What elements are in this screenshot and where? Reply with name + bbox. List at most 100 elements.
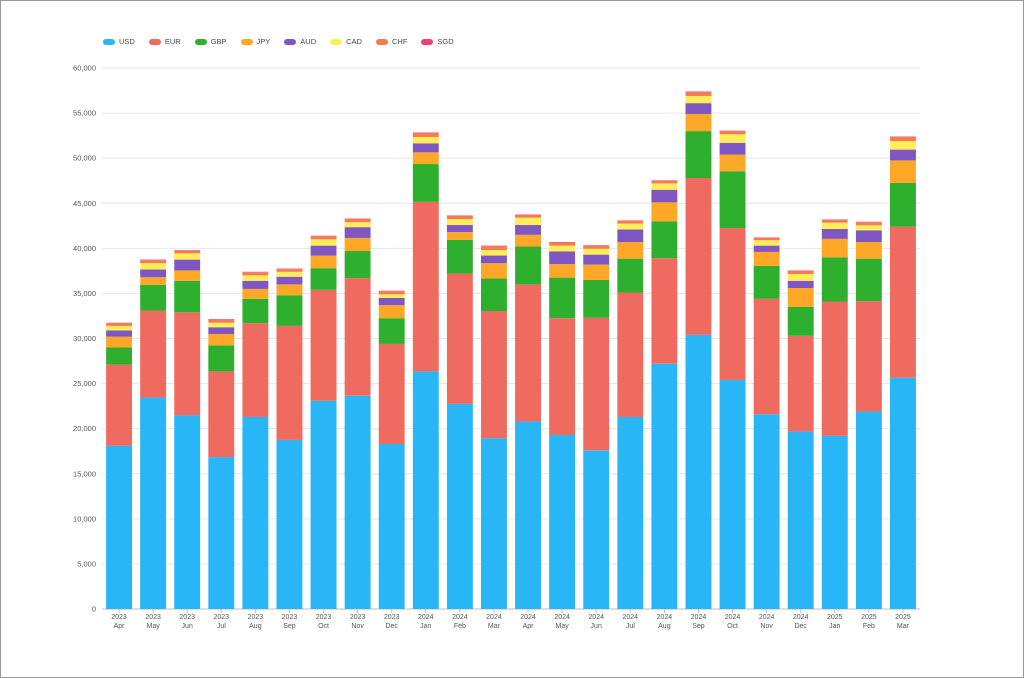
bar-segment-gbp <box>651 221 678 259</box>
x-tick-year: 2023 <box>384 614 400 621</box>
bar-segment-aud <box>276 276 303 285</box>
bar-segment-eur <box>412 201 439 372</box>
bar-segment-jpy <box>310 255 337 269</box>
bar-segment-eur <box>208 371 235 458</box>
bar-segment-chf <box>242 272 269 276</box>
legend-swatch <box>421 38 434 45</box>
bar-segment-cad <box>378 294 405 298</box>
bar-segment-chf <box>821 219 848 223</box>
bar-segment-cad <box>719 134 746 143</box>
x-tick-month: Dec <box>794 623 807 630</box>
x-tick-year: 2023 <box>282 614 298 621</box>
x-tick-month: Mar <box>897 623 910 630</box>
bar-segment-jpy <box>276 284 303 296</box>
bar-stack-2024-aug <box>651 180 678 609</box>
bar-segment-cad <box>617 223 644 230</box>
legend-swatch <box>284 38 297 45</box>
bar-segment-aud <box>412 143 439 153</box>
x-tick-year: 2024 <box>759 614 775 621</box>
bar-stack-2023-apr <box>106 322 132 609</box>
legend-item-aud[interactable]: AUD <box>284 37 316 46</box>
bar-segment-jpy <box>651 202 678 222</box>
bar-segment-usd <box>685 334 712 609</box>
bar-segment-jpy <box>515 234 541 247</box>
x-tick-month: Oct <box>727 623 738 630</box>
bar-segment-eur <box>855 301 882 412</box>
bar-segment-cad <box>890 141 916 150</box>
legend-item-jpy[interactable]: JPY <box>240 37 270 46</box>
bar-segment-cad <box>787 274 814 281</box>
bar-stack-2024-may <box>549 242 576 609</box>
bar-segment-eur <box>753 298 780 415</box>
y-tick-label: 40,000 <box>73 244 96 253</box>
legend-swatch <box>240 38 253 45</box>
x-tick-month: Sep <box>692 623 705 630</box>
bar-segment-jpy <box>549 264 576 278</box>
bar-segment-jpy <box>855 242 882 259</box>
legend-item-eur[interactable]: EUR <box>148 37 181 46</box>
bar-stack-2024-nov <box>753 237 780 609</box>
bar-segment-aud <box>617 229 644 243</box>
x-tick-month: Apr <box>114 623 126 630</box>
y-gridlines: 0 5,000 10,000 15,000 20,000 25,000 30,000 35,0… <box>73 64 920 614</box>
legend-swatch <box>103 38 115 45</box>
bar-segment-gbp <box>208 345 235 372</box>
bar-segment-jpy <box>446 232 473 240</box>
bar-segment-chf <box>651 180 678 184</box>
bar-segment-cad <box>446 219 473 225</box>
bar-segment-eur <box>378 343 405 444</box>
bar-segment-jpy <box>787 288 814 307</box>
bar-segment-jpy <box>583 264 610 280</box>
bar-segment-chf <box>106 323 132 326</box>
x-tick-year: 2025 <box>827 614 843 621</box>
bar-segment-aud <box>140 269 167 278</box>
bar-stack-2024-mar <box>481 245 507 609</box>
bar-segment-gbp <box>753 265 780 299</box>
bar-segment-jpy <box>412 152 439 165</box>
bar-segment-usd <box>821 435 848 609</box>
bar-segment-chf <box>753 237 780 241</box>
bar-segment-chf <box>446 215 473 220</box>
x-tick-month: Nov <box>760 623 773 630</box>
bar-segment-aud <box>719 142 746 155</box>
bar-segment-jpy <box>140 277 167 285</box>
bar-segment-cad <box>344 222 371 228</box>
x-tick-month: Aug <box>658 623 671 630</box>
bar-segment-aud <box>583 254 610 265</box>
bar-segment-eur <box>106 364 132 446</box>
bar-segment-usd <box>855 411 882 609</box>
legend-item-sgd[interactable]: SGD <box>421 37 454 46</box>
bar-segment-eur <box>344 278 371 396</box>
legend-item-cad[interactable]: CAD <box>330 37 362 46</box>
bar-segment-usd <box>753 414 780 609</box>
bar-stack-2023-nov <box>344 218 371 609</box>
bar-stack-2024-oct <box>719 130 746 609</box>
x-tick-month: Mar <box>488 623 501 630</box>
legend-swatch <box>194 38 207 45</box>
x-tick-year: 2023 <box>248 614 264 621</box>
legend-item-gbp[interactable]: GBP <box>194 37 227 46</box>
bar-segment-chf <box>890 136 916 142</box>
bar-segment-usd <box>617 416 644 609</box>
bar-segment-usd <box>412 371 439 609</box>
legend-item-chf[interactable]: CHF <box>375 37 408 46</box>
legend-item-usd[interactable]: USD <box>103 37 135 46</box>
bar-stack-2023-aug <box>242 271 269 609</box>
bar-segment-eur <box>617 292 644 417</box>
x-tick-year: 2024 <box>554 614 570 621</box>
bar-segment-jpy <box>208 333 235 346</box>
bar-segment-aud <box>515 224 541 235</box>
bar-segment-gbp <box>821 257 848 302</box>
legend-label: SGD <box>437 37 454 46</box>
bar-segment-cad <box>583 248 610 255</box>
bar-segment-jpy <box>344 237 371 252</box>
x-tick-year: 2025 <box>861 614 877 621</box>
bar-stack-2023-dec <box>378 290 405 609</box>
bar-segment-eur <box>140 310 167 398</box>
x-tick-month: Jun <box>591 623 602 630</box>
bar-segment-aud <box>855 230 882 243</box>
bar-stack-2024-jul <box>617 220 644 609</box>
legend-label: CHF <box>391 37 408 46</box>
bar-segment-aud <box>208 327 235 334</box>
y-tick-label: 10,000 <box>73 514 96 523</box>
